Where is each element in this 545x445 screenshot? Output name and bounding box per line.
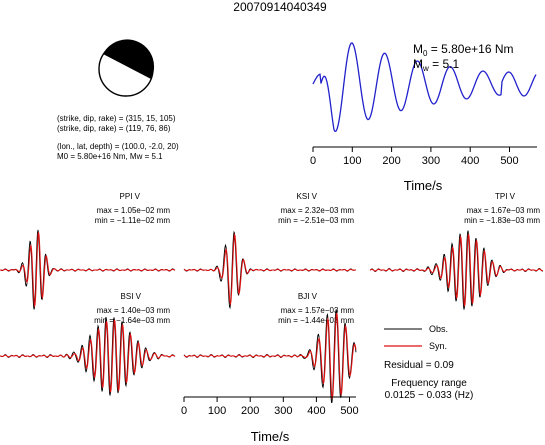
x-tick-label: 400 [307, 405, 325, 417]
station-name: KSI V [297, 192, 318, 201]
station-panel-tpi: TPI V max = 1.67e−03 mm min = −1.83e−03 … [369, 192, 544, 310]
station-min: min = −1.83e−03 mm [464, 216, 540, 225]
stf-moment-sub: 0 [423, 49, 428, 58]
legend-obs-label: Obs. [429, 324, 448, 334]
x-tick-label: 0 [181, 405, 187, 417]
legend-syn-label: Syn. [429, 341, 447, 351]
stf-moment-m: M [413, 42, 423, 56]
location-line: (lon., lat, depth) = (100.0, -2.0, 20) [57, 142, 179, 151]
station-name: TPI V [495, 192, 516, 201]
beachball [98, 39, 155, 97]
stf-moment-label: M0 = 5.80e+16 Nm [413, 42, 514, 58]
x-tick-label: 500 [500, 155, 518, 167]
freq-title: Frequency range [391, 378, 467, 389]
syn-trace [369, 233, 544, 307]
stf-mw-value: = 5.1 [429, 57, 460, 71]
station-panel-bsi: BSI V max = 1.40e−03 mm min = −1.64e−03 … [0, 292, 176, 396]
moment-line: M0 = 5.80e+16 Nm, Mw = 5.1 [57, 152, 163, 161]
stf-moment-value: = 5.80e+16 Nm [427, 42, 513, 56]
waveform-axis: 0 100 200 300 400 500 Time/s [181, 396, 359, 444]
station-min: min = −1.44e−03 mm [278, 316, 354, 325]
residual: Residual = 0.09 [384, 360, 454, 371]
waveform-xlabel: Time/s [251, 429, 290, 444]
x-tick-label: 200 [382, 155, 400, 167]
x-tick-label: 100 [343, 155, 361, 167]
station-panel-bji: BJI V max = 1.57e−03 mm min = −1.44e−03 … [183, 292, 357, 404]
legend: Obs. Syn. Residual = 0.09 Frequency rang… [384, 324, 473, 401]
stf-plot: 0 100 200 300 400 500 Time/s M0 = 5.80e+16 Nm… [310, 42, 537, 193]
x-tick-label: 500 [340, 405, 358, 417]
stf-curve [312, 42, 537, 132]
station-name: BSI V [121, 292, 142, 301]
freq-value: 0.0125 − 0.033 (Hz) [385, 390, 474, 401]
station-name: PPI V [120, 192, 141, 201]
stf-mw-sub: w [422, 64, 429, 73]
syn-trace [0, 232, 176, 308]
beachball-compression [103, 39, 155, 79]
stf-ticks: 0 100 200 300 400 500 [310, 147, 519, 167]
x-tick-label: 0 [310, 155, 316, 167]
x-tick-label: 200 [241, 405, 259, 417]
station-max: max = 1.57e−03 mm [281, 306, 355, 315]
syn-trace [183, 312, 357, 399]
station-max: max = 1.05e−02 mm [97, 206, 171, 215]
station-min: min = −1.64e−03 mm [94, 316, 170, 325]
station-max: max = 1.40e−03 mm [97, 306, 171, 315]
station-min: min = −1.11e−02 mm [95, 216, 171, 225]
stf-mw-m: M [413, 57, 423, 71]
nodal-plane-1: (strike, dip, rake) = (315, 15, 105) [57, 114, 176, 123]
syn-trace [0, 319, 176, 393]
station-max: max = 2.32e−03 mm [281, 206, 355, 215]
waveform-ticks: 0 100 200 300 400 500 [181, 397, 359, 417]
x-tick-label: 100 [208, 405, 226, 417]
syn-trace [183, 233, 356, 306]
stf-xlabel: Time/s [404, 178, 443, 193]
x-tick-label: 400 [461, 155, 479, 167]
nodal-plane-2: (strike, dip, rake) = (119, 76, 86) [57, 124, 171, 133]
station-max: max = 1.67e−03 mm [467, 206, 541, 215]
figure-title: 20070914040349 [233, 0, 327, 14]
stf-mw-label: Mw = 5.1 [413, 57, 459, 73]
x-tick-label: 300 [274, 405, 292, 417]
station-name: BJI V [298, 292, 318, 301]
x-tick-label: 300 [422, 155, 440, 167]
station-min: min = −2.51e−03 mm [278, 216, 354, 225]
station-panel-ksi: KSI V max = 2.32e−03 mm min = −2.51e−03 … [183, 192, 356, 310]
mechanism-info: (strike, dip, rake) = (315, 15, 105) (st… [57, 114, 179, 161]
station-panel-ppi: PPI V max = 1.05e−02 mm min = −1.11e−02 … [0, 192, 176, 310]
